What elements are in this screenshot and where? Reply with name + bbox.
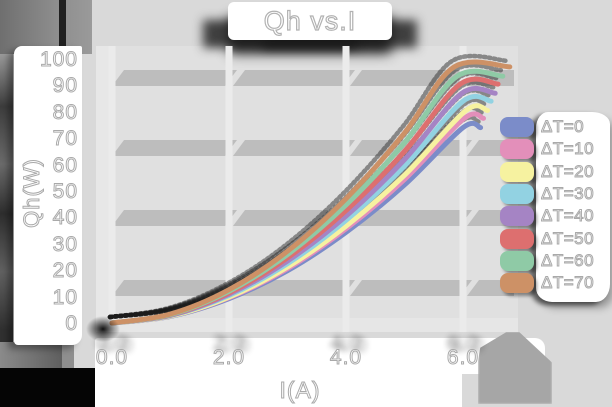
x-tick-label: 6.0 [446,346,480,370]
legend-swatch [500,161,534,182]
legend-plaque [536,112,610,302]
legend-item: ΔT=70 [500,272,594,294]
legend-swatch [500,250,534,271]
origin-shadow [86,316,120,342]
bottom-left-shadow-bar [62,337,74,369]
y-tick-label: 70 [52,127,78,151]
legend-label: ΔT=0 [540,117,585,137]
legend-swatch [500,117,534,137]
bottom-left-shadow [0,342,62,369]
legend-label: ΔT=40 [540,206,595,226]
plot-bottom-wall [96,318,518,332]
y-tick-label: 0 [65,312,78,336]
x-tick-label: 4.0 [329,346,363,370]
chart-title: Qh vs.I [263,5,357,36]
y-tick-label: 60 [52,153,78,177]
legend-label: ΔT=50 [540,228,595,248]
x-tick-label: 2.0 [212,346,246,370]
y-tick-label: 30 [52,232,78,256]
bottom-left-dark-block [0,368,95,407]
title-plaque [228,2,392,40]
y-tick-label: 50 [52,180,78,204]
y-tick-label: 10 [52,285,78,309]
legend-swatch [500,273,534,294]
legend-swatch [500,228,534,249]
legend-item: ΔT=20 [500,161,594,183]
legend-item: ΔT=50 [500,228,594,250]
legend-swatch [500,139,534,160]
legend-item: ΔT=30 [500,183,594,205]
y-tick-label: 40 [52,206,78,230]
y-tick-label: 20 [52,259,78,283]
legend-swatch [500,183,534,204]
y-tick-label: 100 [39,48,78,72]
legend-label: ΔT=20 [540,161,595,181]
legend-item: ΔT=0 [500,116,584,138]
y-tick-label: 80 [52,100,78,124]
x-tick-label: 0.0 [95,346,129,370]
legend-item: ΔT=10 [500,138,594,160]
legend-item: ΔT=60 [500,250,594,272]
legend-item: ΔT=40 [500,205,594,227]
left-edge-shadow [0,54,13,344]
legend-label: ΔT=10 [540,139,595,159]
legend-label: ΔT=30 [540,183,595,203]
x-label-strip [95,360,462,407]
legend-label: ΔT=70 [540,273,595,293]
y-tick-strip [14,46,82,345]
legend-swatch [500,206,534,227]
plot-left-wall [96,46,112,332]
x-axis-label: I(A) [279,377,321,404]
legend-label: ΔT=60 [540,250,595,270]
top-left-shadow [0,0,92,54]
y-tick-label: 90 [52,74,78,98]
top-left-shadow-bar [59,0,66,54]
plot-area [96,46,518,332]
